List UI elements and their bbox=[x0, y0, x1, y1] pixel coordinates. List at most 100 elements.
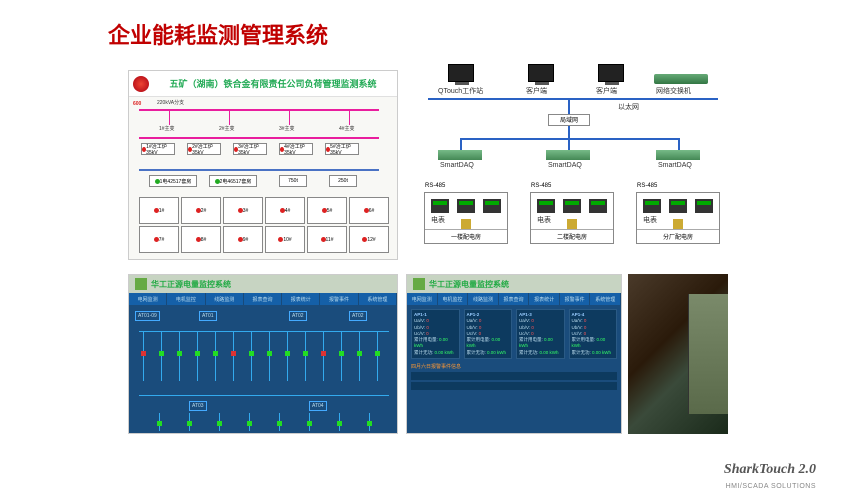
tab[interactable]: 系统管理 bbox=[590, 293, 621, 305]
grid-cell: 2# bbox=[181, 197, 221, 224]
feeder-line bbox=[233, 331, 234, 381]
footer-brand: SharkTouch 2.0 bbox=[724, 462, 816, 478]
meter-icon bbox=[483, 199, 501, 213]
breaker-icon[interactable] bbox=[303, 351, 308, 356]
grid-label: 2# bbox=[201, 208, 207, 214]
param-cell: AP1-2Ua/V: 0Ub/V: 0Uc/V: 0累计用电量: 0.00 kW… bbox=[464, 309, 513, 359]
tab[interactable]: 电网监测 bbox=[407, 293, 438, 305]
grid-label: 11# bbox=[326, 237, 334, 243]
meter-icon bbox=[695, 199, 713, 213]
tab[interactable]: 系统管理 bbox=[359, 293, 397, 305]
breaker-icon[interactable] bbox=[157, 421, 162, 426]
param-cell: AP1-1Ua/V: 0Ub/V: 0Uc/V: 0累计用电量: 0.00 kW… bbox=[411, 309, 460, 359]
feeder-line bbox=[359, 331, 360, 381]
alarm-title: 四月六日报警事件信息 bbox=[411, 363, 617, 370]
feeder-line bbox=[341, 331, 342, 381]
breaker-icon[interactable] bbox=[285, 351, 290, 356]
subnode-label: 250t bbox=[338, 178, 348, 184]
wire bbox=[229, 109, 230, 125]
wire bbox=[289, 109, 290, 125]
tab[interactable]: 报警事件 bbox=[560, 293, 591, 305]
breaker-icon[interactable] bbox=[367, 421, 372, 426]
feeder-line bbox=[251, 331, 252, 381]
breaker-icon[interactable] bbox=[177, 351, 182, 356]
tab[interactable]: 报警事件 bbox=[320, 293, 358, 305]
breaker-icon[interactable] bbox=[249, 351, 254, 356]
net-line bbox=[678, 138, 680, 150]
feeder-line bbox=[377, 331, 378, 381]
net-line bbox=[568, 126, 570, 138]
tab[interactable]: 报表查询 bbox=[499, 293, 530, 305]
panel-scada-sld: 华工正源电量监控系统 电网监测 电机监控 线路监测 报表查询 报表统计 报警事件… bbox=[128, 274, 398, 434]
grid-label: 9# bbox=[243, 237, 249, 243]
grid-cell: 5# bbox=[307, 197, 347, 224]
breaker-icon[interactable] bbox=[277, 421, 282, 426]
grid-cell: 7# bbox=[139, 226, 179, 253]
logo-icon bbox=[413, 278, 425, 290]
breaker-icon[interactable] bbox=[247, 421, 252, 426]
meter-icon bbox=[669, 199, 687, 213]
breaker-icon[interactable] bbox=[267, 351, 272, 356]
breaker-icon[interactable] bbox=[231, 351, 236, 356]
tab[interactable]: 报表查询 bbox=[244, 293, 282, 305]
meter-icon bbox=[457, 199, 475, 213]
tab[interactable]: 线路监测 bbox=[206, 293, 244, 305]
breaker-icon[interactable] bbox=[339, 351, 344, 356]
feeder-line bbox=[143, 331, 144, 381]
breaker-icon[interactable] bbox=[375, 351, 380, 356]
breaker-icon[interactable] bbox=[321, 351, 326, 356]
busbar bbox=[139, 331, 389, 332]
ethernet-bus bbox=[428, 98, 718, 100]
meter-icon bbox=[431, 199, 449, 213]
net-line bbox=[460, 138, 462, 150]
feeder-3: 4#冶工炉 35kV bbox=[279, 143, 313, 155]
grid-cell: 9# bbox=[223, 226, 263, 253]
grid-label: 8# bbox=[201, 237, 207, 243]
room-icon bbox=[673, 219, 683, 229]
meter-icon bbox=[537, 199, 555, 213]
daq-icon bbox=[438, 150, 482, 160]
tab-bar: 电网监测 电机监控 线路监测 报表查询 报表统计 报警事件 系统管理 bbox=[129, 293, 397, 305]
net-line bbox=[460, 138, 680, 140]
grid-label: 7# bbox=[159, 237, 165, 243]
grid-cell: 4# bbox=[265, 197, 305, 224]
logo-icon bbox=[135, 278, 147, 290]
grid-cell: 8# bbox=[181, 226, 221, 253]
breaker-icon[interactable] bbox=[357, 351, 362, 356]
wire bbox=[169, 109, 170, 125]
feeder-label: 5#冶工炉 35kV bbox=[330, 143, 358, 156]
breaker-icon[interactable] bbox=[337, 421, 342, 426]
daq-icon bbox=[546, 150, 590, 160]
subnode-label: 750t bbox=[288, 178, 298, 184]
panel-a-title: 五矿（湖南）铁合金有限责任公司负荷管理监测系统 bbox=[153, 77, 393, 90]
section-1: AT01 bbox=[199, 311, 217, 321]
tab[interactable]: 报表统计 bbox=[529, 293, 560, 305]
tab[interactable]: 电机监控 bbox=[167, 293, 205, 305]
subnode-3: 250t bbox=[329, 175, 357, 187]
net-line bbox=[568, 138, 570, 150]
breaker-icon[interactable] bbox=[159, 351, 164, 356]
breaker-icon[interactable] bbox=[195, 351, 200, 356]
daq-label-0: SmartDAQ bbox=[440, 162, 474, 169]
tab[interactable]: 线路监测 bbox=[468, 293, 499, 305]
feeder-label: 3#冶工炉 35kV bbox=[238, 143, 266, 156]
page-title: 企业能耗监测管理系统 bbox=[108, 18, 328, 50]
meter-icon bbox=[643, 199, 661, 213]
feeder-line bbox=[179, 331, 180, 381]
tab[interactable]: 电机监控 bbox=[438, 293, 469, 305]
xfmr-1: 2#主变 bbox=[219, 125, 235, 132]
panel-network-topology: QTouch工作站 客户端 客户端 网络交换机 以太网 局域网 SmartDAQ… bbox=[418, 62, 728, 262]
breaker-icon[interactable] bbox=[217, 421, 222, 426]
breaker-icon[interactable] bbox=[213, 351, 218, 356]
tab[interactable]: 电网监测 bbox=[129, 293, 167, 305]
tab[interactable]: 报表统计 bbox=[282, 293, 320, 305]
breaker-icon[interactable] bbox=[187, 421, 192, 426]
pc-icon bbox=[448, 64, 474, 82]
meter-group-1: RS-485 电表 二楼配电房 bbox=[530, 192, 614, 244]
bus-main bbox=[139, 109, 379, 111]
breaker-icon[interactable] bbox=[141, 351, 146, 356]
grid-label: 6# bbox=[369, 208, 375, 214]
rs485-label: RS-485 bbox=[425, 183, 445, 189]
breaker-icon[interactable] bbox=[307, 421, 312, 426]
grid-label: 5# bbox=[327, 208, 333, 214]
